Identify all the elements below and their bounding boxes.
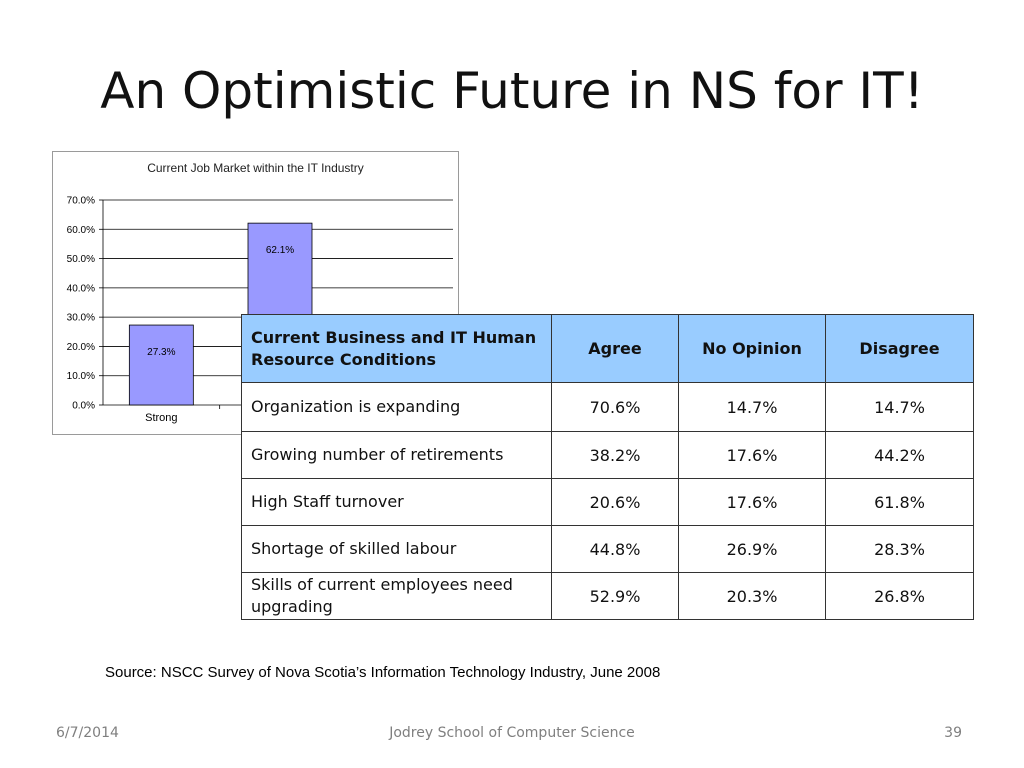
row-disagree: 28.3% bbox=[825, 525, 974, 573]
row-condition: Shortage of skilled labour bbox=[241, 525, 552, 573]
header-no-opinion: No Opinion bbox=[678, 314, 826, 383]
table-header-row: Current Business and IT Human Resource C… bbox=[241, 314, 974, 383]
table-row: Organization is expanding 70.6% 14.7% 14… bbox=[241, 382, 974, 432]
footer-date: 6/7/2014 bbox=[56, 725, 119, 741]
y-tick-label: 30.0% bbox=[67, 313, 95, 324]
row-condition: High Staff turnover bbox=[241, 478, 552, 526]
y-tick-label: 40.0% bbox=[67, 283, 95, 294]
y-tick-label: 0.0% bbox=[72, 401, 95, 412]
row-condition: Growing number of retirements bbox=[241, 431, 552, 479]
row-no-opinion: 17.6% bbox=[678, 431, 826, 479]
row-disagree: 26.8% bbox=[825, 572, 974, 620]
table-row: High Staff turnover 20.6% 17.6% 61.8% bbox=[241, 478, 974, 526]
bar bbox=[128, 324, 194, 406]
row-condition: Skills of current employees need upgradi… bbox=[241, 572, 552, 620]
row-agree: 38.2% bbox=[551, 431, 679, 479]
data-label: 27.3% bbox=[147, 347, 175, 358]
header-disagree: Disagree bbox=[825, 314, 974, 383]
row-agree: 70.6% bbox=[551, 382, 679, 432]
chart-title: Current Job Market within the IT Industr… bbox=[147, 161, 364, 175]
table-row: Skills of current employees need upgradi… bbox=[241, 572, 974, 620]
header-agree: Agree bbox=[551, 314, 679, 383]
source-note: Source: NSCC Survey of Nova Scotia’s Inf… bbox=[105, 664, 661, 681]
row-agree: 20.6% bbox=[551, 478, 679, 526]
y-tick-label: 10.0% bbox=[67, 371, 95, 382]
y-tick-label: 70.0% bbox=[67, 196, 95, 207]
row-no-opinion: 26.9% bbox=[678, 525, 826, 573]
row-no-opinion: 20.3% bbox=[678, 572, 826, 620]
row-agree: 44.8% bbox=[551, 525, 679, 573]
y-tick-label: 60.0% bbox=[67, 225, 95, 236]
row-no-opinion: 17.6% bbox=[678, 478, 826, 526]
table-row: Shortage of skilled labour 44.8% 26.9% 2… bbox=[241, 525, 974, 573]
y-tick-label: 20.0% bbox=[67, 342, 95, 353]
footer-center: Jodrey School of Computer Science bbox=[389, 725, 635, 741]
row-disagree: 61.8% bbox=[825, 478, 974, 526]
y-tick-label: 50.0% bbox=[67, 254, 95, 265]
x-tick-label: Strong bbox=[145, 412, 177, 424]
row-no-opinion: 14.7% bbox=[678, 382, 826, 432]
row-agree: 52.9% bbox=[551, 572, 679, 620]
data-label: 62.1% bbox=[266, 245, 294, 256]
table-row: Growing number of retirements 38.2% 17.6… bbox=[241, 431, 974, 479]
conditions-table: Current Business and IT Human Resource C… bbox=[241, 314, 974, 620]
header-conditions: Current Business and IT Human Resource C… bbox=[241, 314, 552, 383]
row-disagree: 14.7% bbox=[825, 382, 974, 432]
footer-page-number: 39 bbox=[944, 725, 962, 741]
row-disagree: 44.2% bbox=[825, 431, 974, 479]
row-condition: Organization is expanding bbox=[241, 382, 552, 432]
slide-title: An Optimistic Future in NS for IT! bbox=[100, 62, 924, 120]
